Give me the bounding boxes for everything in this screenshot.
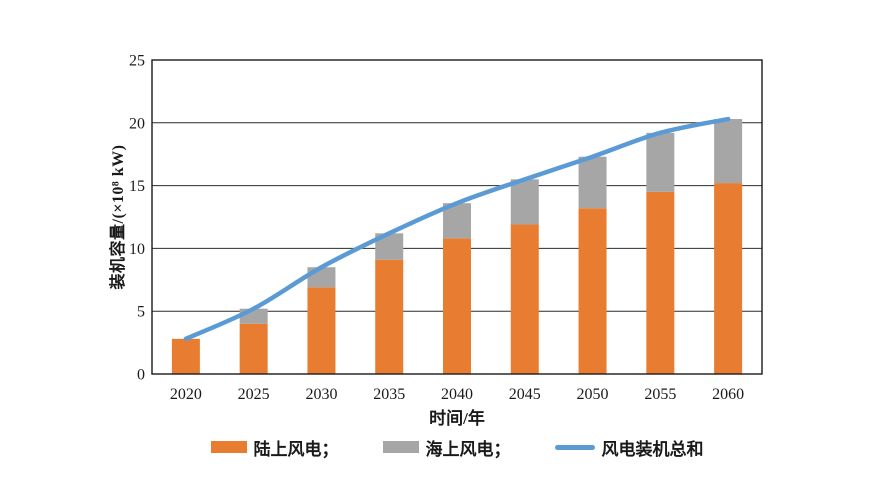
x-tick-label: 2040 xyxy=(441,386,473,403)
y-axis-title: 装机容量/(×10⁸ kW) xyxy=(110,144,127,290)
y-tick-label: 10 xyxy=(129,241,145,258)
y-tick-label: 20 xyxy=(129,115,145,132)
legend-label-onshore: 陆上风电； xyxy=(253,439,339,459)
onshore-bar-segment-2045 xyxy=(510,224,539,374)
x-axis-title: 时间/年 xyxy=(429,409,485,428)
onshore-bar-segment-2030 xyxy=(307,287,336,374)
total-line-legend-swatch xyxy=(554,444,595,450)
x-tick-label: 2060 xyxy=(712,386,744,403)
x-axis-tick-labels: 2020 2025 2030 2035 2040 2045 2050 2055 2060 xyxy=(170,386,744,403)
onshore-bar-segment-2055 xyxy=(646,191,675,374)
legend-label-total: 风电装机总和 xyxy=(601,439,704,459)
total-line xyxy=(183,116,731,342)
x-tick-label: 2050 xyxy=(577,386,609,403)
onshore-bar-segment-2020 xyxy=(171,338,200,374)
x-tick-label: 2025 xyxy=(238,386,270,403)
x-tick-label: 2045 xyxy=(509,386,541,403)
offshore-legend-swatch xyxy=(382,441,419,453)
offshore-bar-segment-2050 xyxy=(578,156,607,209)
offshore-bar-segment-2055 xyxy=(646,132,675,192)
legend-item-onshore: 陆上风电； xyxy=(210,435,339,460)
y-tick-label: 0 xyxy=(137,367,145,384)
x-tick-label: 2020 xyxy=(170,386,202,403)
onshore-bar-segment-2040 xyxy=(443,238,471,374)
bar-series xyxy=(171,119,743,374)
offshore-bar-segment-2030 xyxy=(307,267,336,288)
x-tick-label: 2030 xyxy=(305,386,337,403)
x-tick-label: 2035 xyxy=(373,386,405,403)
y-axis-tick-labels: 0 5 10 15 20 25 xyxy=(129,53,145,384)
onshore-bar-segment-2060 xyxy=(714,183,743,374)
legend: 陆上风电； 海上风电； 风电装机总和 xyxy=(122,435,792,459)
offshore-bar-segment-2045 xyxy=(510,179,539,225)
onshore-legend-swatch xyxy=(210,441,247,453)
legend-label-offshore: 海上风电； xyxy=(425,439,511,459)
y-tick-label: 25 xyxy=(129,53,145,70)
onshore-bar-segment-2050 xyxy=(578,208,607,374)
legend-item-total: 风电装机总和 xyxy=(554,435,704,460)
y-tick-label: 5 xyxy=(137,304,145,321)
legend-item-offshore: 海上风电； xyxy=(382,435,511,460)
onshore-bar-segment-2025 xyxy=(239,323,268,374)
offshore-bar-segment-2060 xyxy=(714,119,743,184)
x-tick-label: 2055 xyxy=(644,386,676,403)
plot-border xyxy=(151,59,763,375)
y-tick-label: 15 xyxy=(129,178,145,195)
onshore-bar-segment-2035 xyxy=(375,259,404,374)
